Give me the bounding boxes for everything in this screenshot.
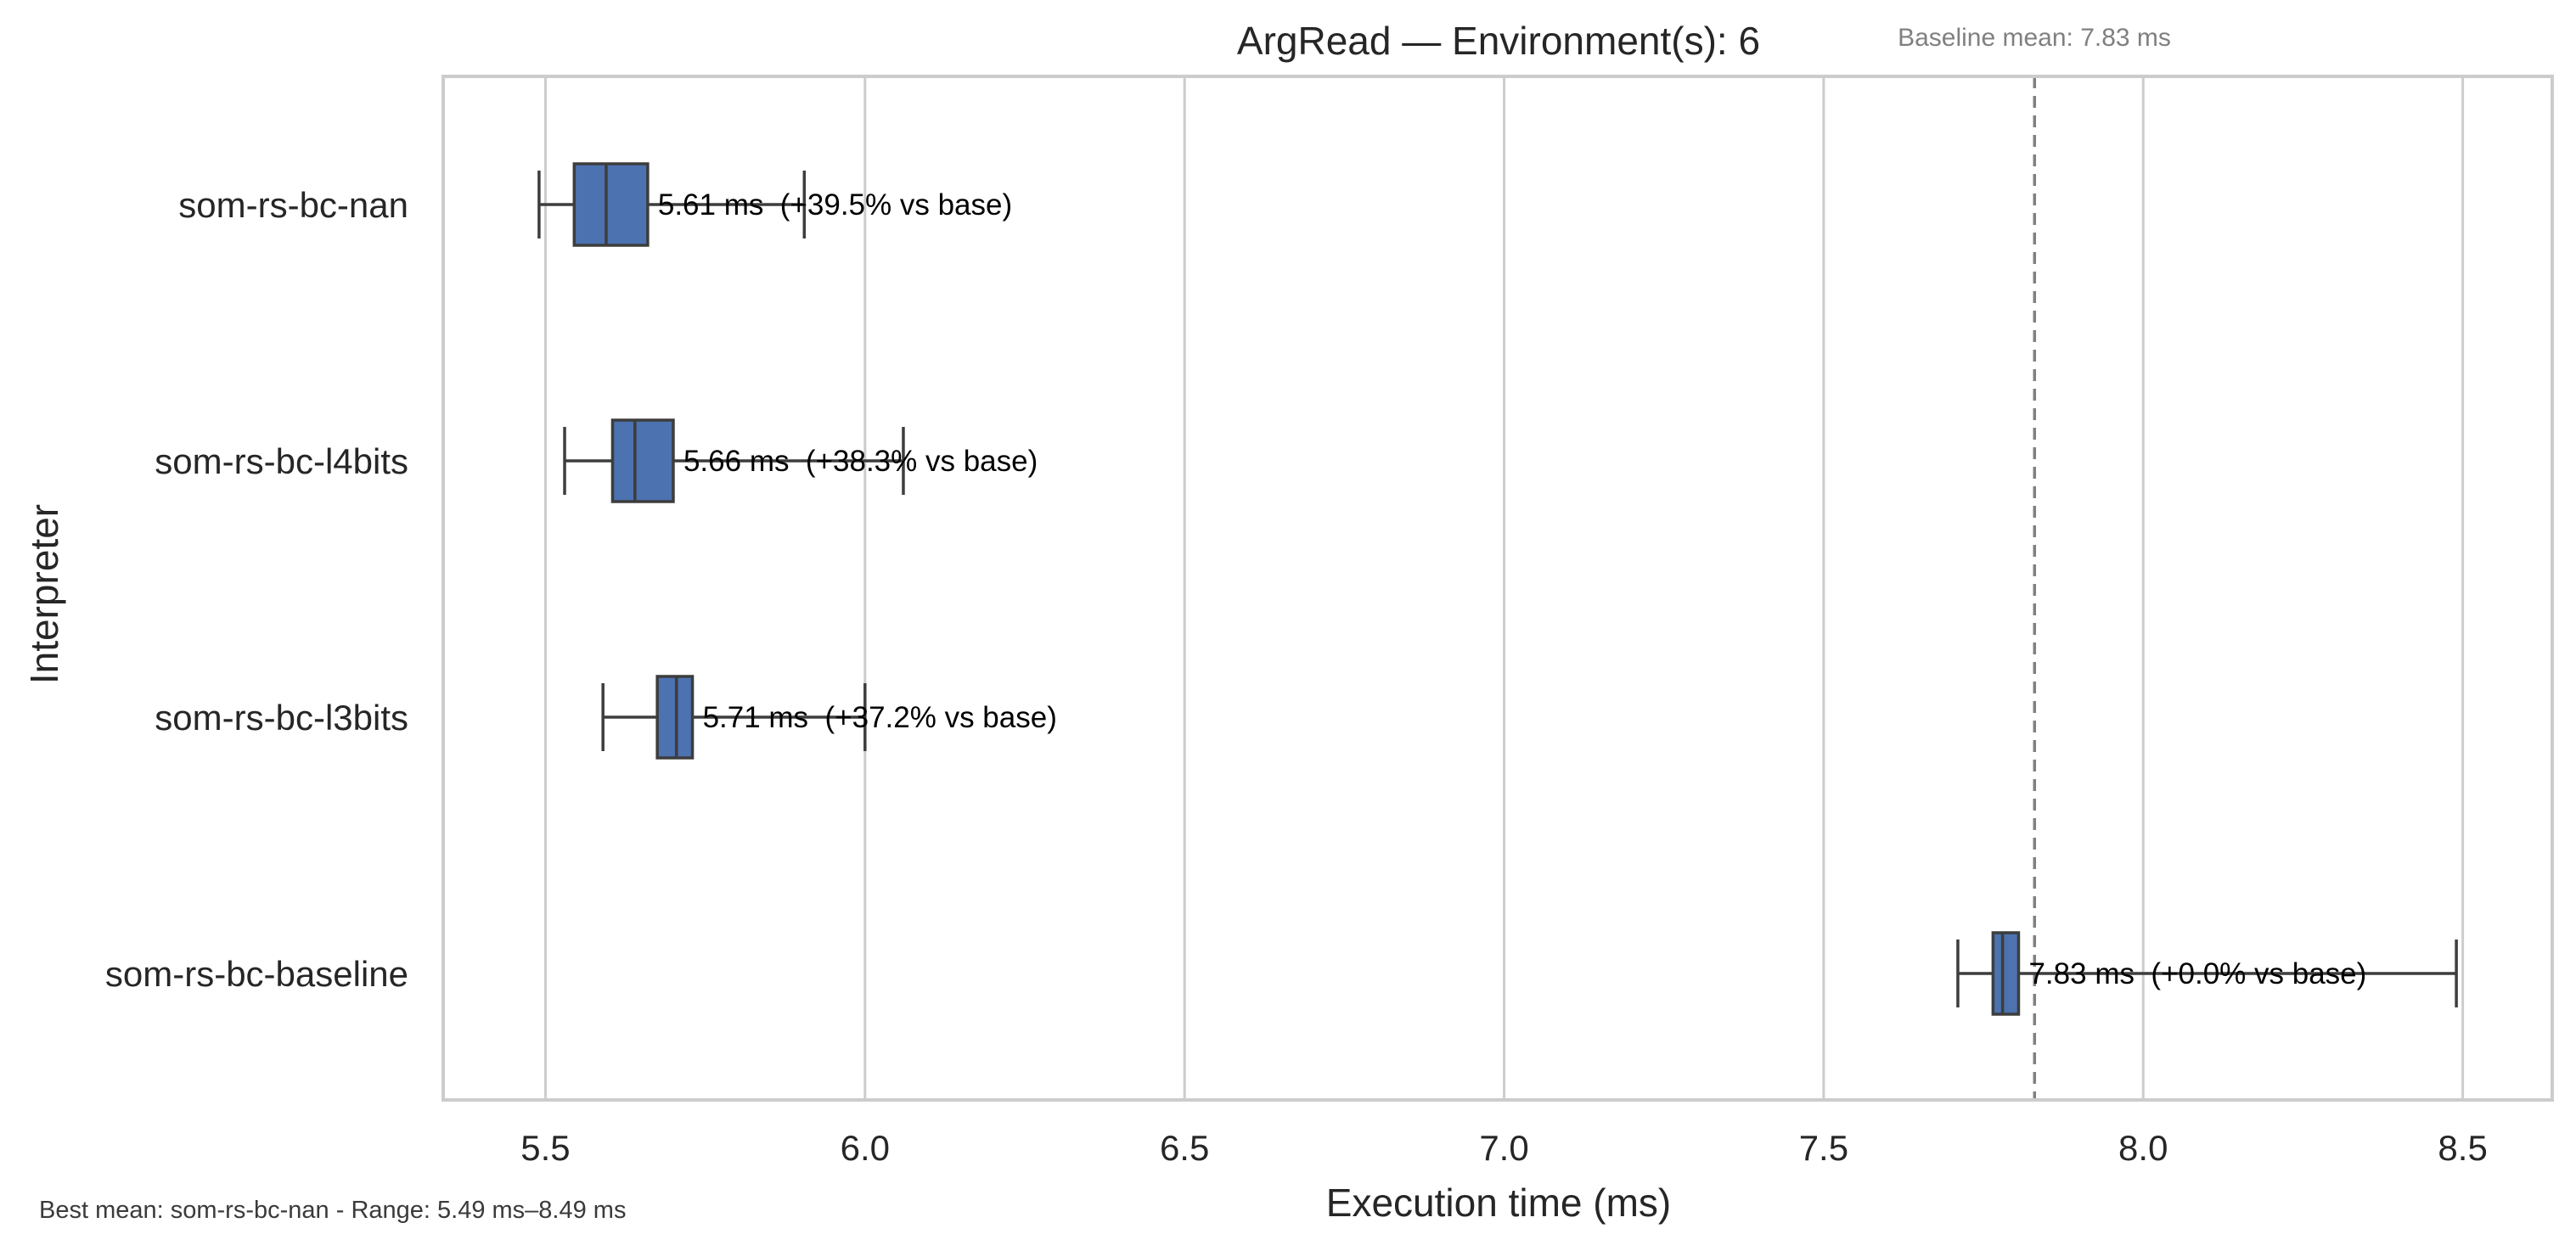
x-tick-label: 5.5 — [520, 1128, 570, 1168]
x-tick-label: 8.0 — [2118, 1128, 2168, 1168]
box-som-rs-bc-nan — [537, 162, 807, 247]
iqr-box — [572, 162, 650, 247]
category-labels: som-rs-bc-nan som-rs-bc-l4bits som-rs-bc-l… — [105, 185, 408, 994]
box-som-rs-bc-l4bits — [563, 418, 905, 503]
boxes-group — [537, 162, 2458, 1016]
x-tick-label: 7.0 — [1479, 1128, 1528, 1168]
category-label: som-rs-bc-baseline — [105, 954, 408, 994]
box-som-rs-bc-baseline — [1956, 931, 2458, 1016]
x-tick-label: 8.5 — [2438, 1128, 2487, 1168]
x-tick-label: 7.5 — [1799, 1128, 1848, 1168]
summary-footnote: Best mean: som-rs-bc-nan - Range: 5.49 m… — [39, 1197, 626, 1224]
mean-annotation: 5.66 ms (+38.3% vs base) — [683, 445, 1038, 478]
iqr-box — [610, 418, 675, 503]
y-axis-label: Interpreter — [22, 504, 66, 684]
iqr-box — [655, 675, 695, 760]
mean-annotation: 5.71 ms (+37.2% vs base) — [703, 701, 1057, 734]
mean-annotation: 7.83 ms (+0.0% vs base) — [2028, 957, 2366, 990]
chart-title: ArgRead — Environment(s): 6 — [1237, 19, 1760, 63]
category-label: som-rs-bc-nan — [178, 185, 408, 225]
plot-frame — [442, 75, 2554, 1102]
grid-lines — [543, 76, 2465, 1100]
mean-annotations: 5.61 ms (+39.5% vs base) 5.66 ms (+38.3% … — [658, 188, 2366, 990]
category-label: som-rs-bc-l4bits — [155, 441, 408, 481]
x-tick-label: 6.5 — [1160, 1128, 1209, 1168]
box-som-rs-bc-l3bits — [601, 675, 867, 760]
category-label: som-rs-bc-l3bits — [155, 698, 408, 738]
mean-annotation: 5.61 ms (+39.5% vs base) — [658, 188, 1012, 222]
iqr-box — [1991, 931, 2021, 1016]
x-axis-label: Execution time (ms) — [1326, 1181, 1671, 1225]
x-tick-label: 6.0 — [841, 1128, 890, 1168]
baseline-note: Baseline mean: 7.83 ms — [1898, 24, 2171, 52]
x-tick-labels: 5.5 6.0 6.5 7.0 7.5 8.0 8.5 — [520, 1128, 2488, 1168]
